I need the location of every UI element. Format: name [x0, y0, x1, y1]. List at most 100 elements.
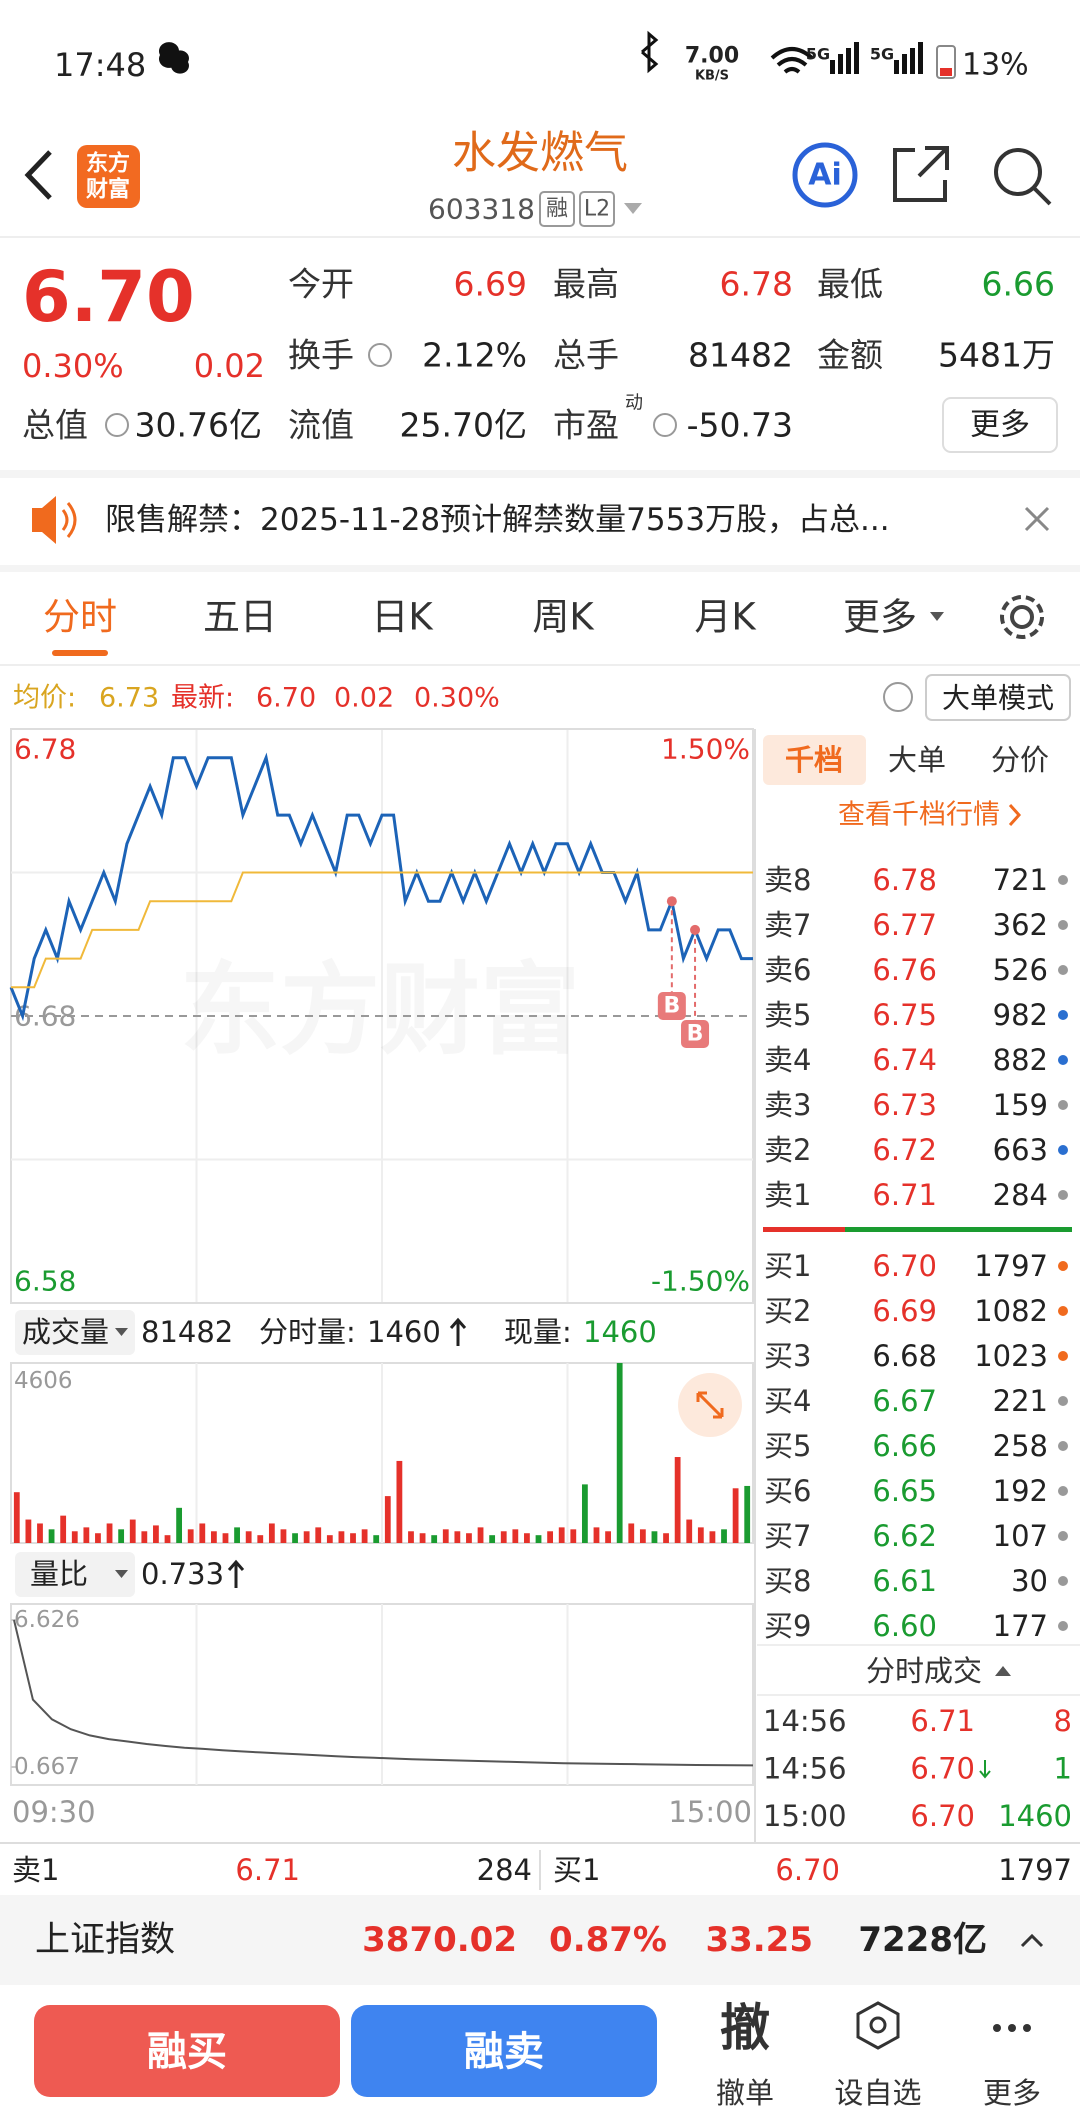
index-name[interactable]: 上证指数 — [35, 1920, 175, 1960]
trades-title[interactable]: 分时成交 — [866, 1654, 982, 1688]
back-button[interactable] — [24, 150, 52, 200]
book-label: 买6 — [764, 1474, 811, 1508]
tab[interactable]: 日K — [371, 596, 434, 639]
book-dot — [1058, 1621, 1068, 1631]
volume-bar — [628, 1523, 635, 1543]
field-label: 金额 — [817, 336, 883, 375]
volume-bar — [605, 1531, 611, 1543]
volume-bar — [408, 1531, 414, 1543]
volume-bar — [83, 1527, 90, 1543]
book-volume: 159 — [993, 1088, 1048, 1122]
more-button[interactable] — [942, 397, 1058, 453]
settings-button[interactable] — [1000, 595, 1044, 639]
book-dot — [1058, 1351, 1068, 1361]
volume-bar — [396, 1460, 403, 1543]
volume-bar — [257, 1535, 264, 1543]
volume-selector[interactable] — [15, 1310, 135, 1355]
book-tab[interactable]: 大单 — [888, 743, 946, 777]
volume-bar — [489, 1535, 496, 1543]
current-volume: 1460 — [583, 1315, 657, 1349]
share-button[interactable] — [893, 146, 949, 202]
logo — [77, 145, 140, 208]
volume-bar — [477, 1527, 484, 1543]
book-label: 卖6 — [764, 953, 811, 987]
notice-text[interactable]: 限售解禁：2025-11-28预计解禁数量7553万股，占总... — [105, 502, 890, 538]
more-label[interactable]: 更多 — [983, 2076, 1041, 2110]
field-label: 流值 — [288, 406, 354, 445]
mode-button[interactable] — [925, 674, 1071, 721]
volume-bar — [373, 1535, 380, 1543]
watch-label[interactable]: 设自选 — [834, 2076, 921, 2110]
tab[interactable]: 周K — [532, 596, 595, 639]
sell-button[interactable] — [351, 2005, 657, 2097]
cancel-label[interactable]: 撤单 — [716, 2076, 774, 2110]
book-link[interactable]: 查看千档行情 — [838, 800, 1000, 831]
buy-label[interactable]: 融买 — [147, 2029, 227, 2075]
ask-volume: 284 — [477, 1853, 532, 1887]
field-label: 最低 — [817, 265, 883, 304]
bid-label: 买1 — [553, 1853, 600, 1887]
help-icon[interactable] — [883, 682, 913, 712]
expand-button[interactable] — [678, 1373, 742, 1437]
sell-label[interactable]: 融卖 — [464, 2029, 544, 2075]
book-volume: 284 — [993, 1178, 1048, 1212]
network-type: 5G — [870, 45, 894, 64]
book-label: 卖1 — [764, 1178, 811, 1212]
field-label: 今开 — [288, 265, 354, 304]
watch-icon[interactable] — [856, 2001, 900, 2050]
tab[interactable]: 分时 — [43, 596, 117, 639]
tab[interactable]: 月K — [694, 596, 757, 639]
book-dot — [1058, 1531, 1068, 1541]
trade-price: 6.70 — [910, 1799, 975, 1833]
book-price: 6.76 — [872, 953, 937, 987]
book-tab[interactable]: 分价 — [991, 743, 1049, 777]
book-price: 6.70 — [872, 1249, 937, 1283]
ask-price: 6.71 — [235, 1853, 300, 1887]
tab[interactable]: 更多 — [843, 596, 917, 639]
field-label: 总值 — [22, 406, 88, 445]
volume-bar — [500, 1531, 507, 1543]
volume-bar — [524, 1533, 530, 1543]
volume-bar — [361, 1529, 368, 1543]
book-label: 买7 — [764, 1519, 811, 1553]
book-label: 买5 — [764, 1429, 811, 1463]
more-label[interactable]: 更多 — [970, 408, 1030, 443]
volume-bar — [581, 1484, 588, 1543]
close-button[interactable] — [1024, 506, 1050, 532]
ratio-selector[interactable] — [15, 1552, 135, 1597]
dropdown-arrow — [115, 1570, 128, 1578]
volume-bar — [48, 1529, 55, 1543]
cancel-icon[interactable]: 撤 — [720, 1999, 770, 2057]
ai-button[interactable] — [792, 142, 858, 208]
volume-total: 81482 — [141, 1315, 233, 1349]
buy-button[interactable] — [34, 2005, 340, 2097]
trade-badge — [657, 992, 686, 1020]
more-icon[interactable] — [993, 2024, 1031, 2032]
book-price: 6.68 — [872, 1339, 937, 1373]
ratio-line — [13, 1619, 754, 1767]
tag-box — [539, 191, 575, 227]
tab[interactable]: 五日 — [203, 596, 277, 639]
volume-label[interactable]: 成交量 — [22, 1315, 109, 1349]
volume-bar — [129, 1519, 136, 1543]
book-label: 卖3 — [764, 1088, 811, 1122]
book-dot — [1058, 875, 1068, 885]
search-button[interactable] — [994, 148, 1052, 206]
mode-label[interactable]: 大单模式 — [942, 682, 1054, 715]
volume-bar — [512, 1529, 519, 1543]
book-label: 买2 — [764, 1294, 811, 1328]
minute-volume-label: 分时量: — [259, 1315, 356, 1349]
book-dot — [1058, 1576, 1068, 1586]
clock: 17:48 — [54, 46, 146, 84]
trade-badge — [681, 1020, 710, 1048]
ai-label[interactable]: Ai — [808, 158, 842, 193]
volume-bar — [326, 1535, 333, 1543]
index-bar[interactable] — [0, 1895, 1080, 1985]
book-volume: 882 — [993, 1043, 1048, 1077]
book-tab[interactable]: 千档 — [785, 743, 843, 777]
volume-bar — [744, 1485, 751, 1543]
ratio-label[interactable]: 量比 — [30, 1557, 88, 1591]
trade-badge-label: B — [663, 994, 680, 1019]
stock-name: 水发燃气 — [452, 128, 628, 179]
book-price: 6.62 — [872, 1519, 937, 1553]
